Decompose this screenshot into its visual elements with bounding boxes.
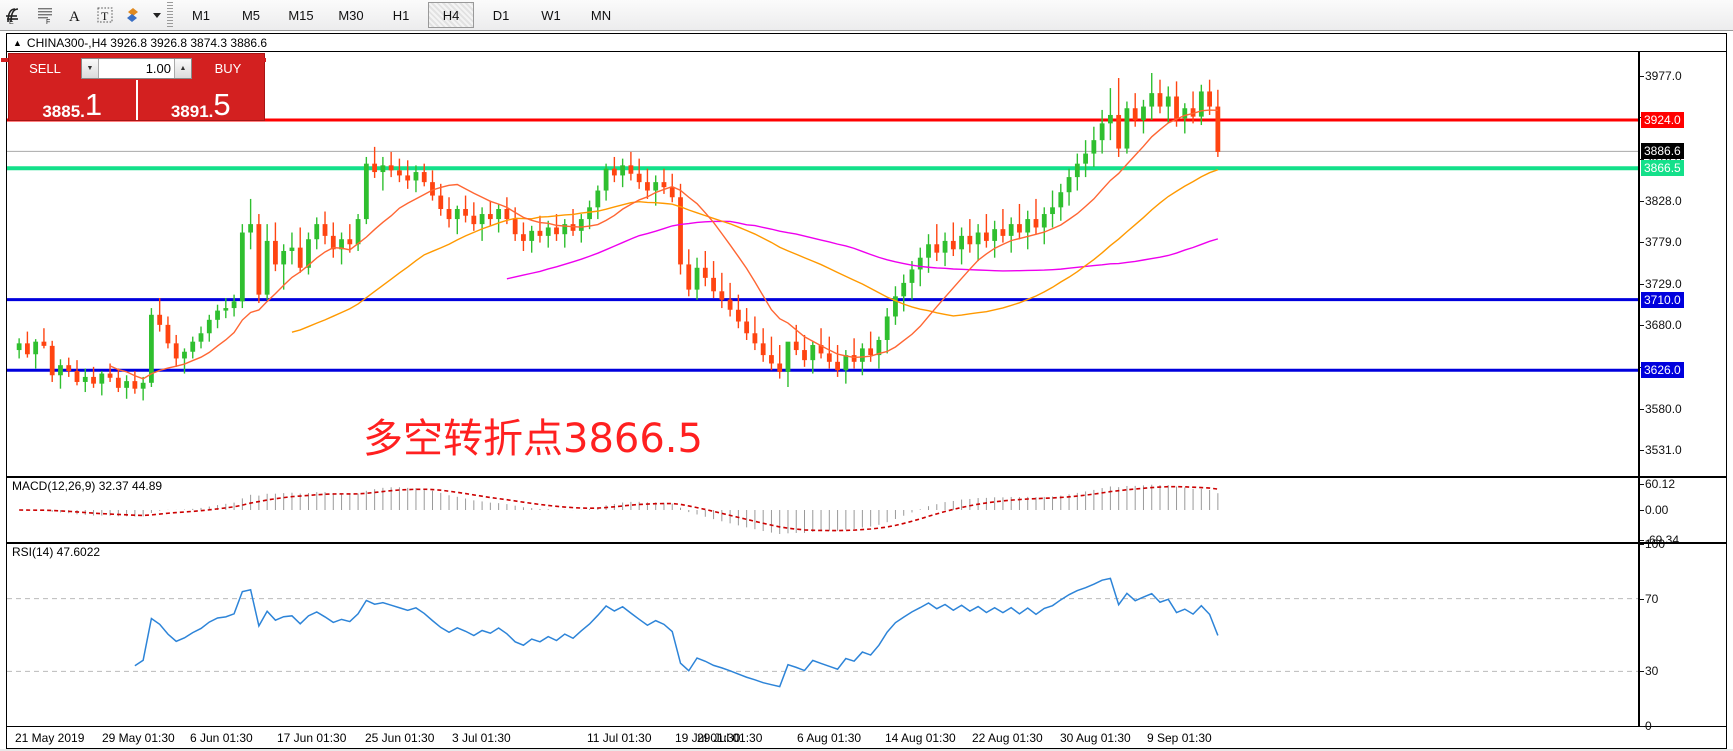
toolbar-grip[interactable]	[167, 2, 173, 28]
price-tick: 3779.0	[1640, 234, 1682, 249]
sell-price-dot: .	[80, 102, 85, 121]
svg-text:T: T	[101, 9, 109, 23]
volume-up-icon[interactable]: ▲	[174, 59, 191, 78]
rsi-tick: 30	[1639, 664, 1659, 679]
price-scale[interactable]: 3977.03928.03878.03828.03779.03729.03680…	[1638, 52, 1726, 733]
macd-pane[interactable]: MACD(12,26,9) 32.37 44.89	[7, 478, 1726, 542]
price-tick: 3531.0	[1640, 442, 1682, 457]
rsi-tick: 70	[1639, 591, 1659, 606]
time-label: 29 Jul 01:30	[697, 731, 763, 745]
rsi-plot	[7, 577, 1638, 688]
buy-price-cell[interactable]: 3891.5	[135, 80, 265, 122]
trade-tick-right	[259, 58, 266, 62]
volume-value[interactable]: 1.00	[145, 61, 171, 76]
price-tag-red: 3924.0	[1641, 112, 1684, 128]
pane-divider-1	[7, 476, 1726, 478]
macd-plot	[19, 484, 1219, 534]
price-tag-black: 3886.6	[1641, 143, 1684, 160]
time-label: 21 May 2019	[15, 731, 85, 745]
time-label: 6 Jun 01:30	[190, 731, 253, 745]
collapse-arrow-icon[interactable]: ▲	[13, 37, 22, 48]
indicators-icon[interactable]: E	[0, 2, 30, 28]
price-tick: 3680.0	[1640, 317, 1682, 332]
buy-price-integer: 3891	[170, 102, 209, 121]
pane-divider-2	[7, 542, 1726, 544]
timeframe-group: M1 M5 M15 M30 H1 H4 D1 W1 MN	[176, 2, 626, 28]
timeframe-mn[interactable]: MN	[590, 7, 612, 23]
time-label: 25 Jun 01:30	[365, 731, 435, 745]
time-label: 22 Aug 01:30	[972, 731, 1043, 745]
timeframe-h4[interactable]: H4	[428, 2, 474, 28]
rsi-tick: 100	[1639, 537, 1666, 551]
macd-tick: 60.12	[1639, 477, 1676, 492]
timeframe-m5[interactable]: M5	[241, 7, 261, 23]
sell-price-cell[interactable]: 3885.1	[9, 80, 136, 120]
sell-price-decimal: 1	[84, 87, 103, 122]
sell-button[interactable]: SELL	[12, 58, 78, 79]
timeframe-d1[interactable]: D1	[492, 7, 510, 23]
buy-price-decimal: 5	[213, 87, 231, 122]
chart-annotation: 多空转折点3866.5	[363, 416, 703, 462]
price-pane[interactable]: 多空转折点3866.5	[7, 52, 1726, 476]
time-label: 17 Jun 01:30	[277, 731, 347, 745]
svg-text:E: E	[9, 19, 14, 25]
price-tag-green: 3866.5	[1641, 160, 1684, 177]
svg-text:F: F	[46, 19, 50, 25]
status-bar	[0, 749, 1733, 751]
timeframe-m1[interactable]: M1	[191, 7, 211, 23]
volume-stepper[interactable]: ▼ 1.00 ▲	[81, 58, 192, 79]
time-label: 14 Aug 01:30	[885, 731, 956, 745]
timeframe-h1[interactable]: H1	[392, 7, 410, 23]
time-label: 29 May 01:30	[102, 731, 175, 745]
time-label: 19 Jul 01:30	[675, 731, 741, 745]
rsi-tick: 0	[1640, 719, 1652, 733]
chart-area[interactable]: 多空转折点3866.5 MACD(12,26,9) 32.37 44.89 RS…	[6, 51, 1727, 733]
price-tick: 3729.0	[1640, 276, 1682, 291]
price-tick: 3828.0	[1640, 193, 1682, 208]
timeframe-m15[interactable]: M15	[288, 7, 314, 23]
timeframe-m30[interactable]: M30	[338, 7, 364, 23]
svg-text:A: A	[69, 9, 80, 25]
price-plot	[7, 72, 1638, 401]
time-label: 11 Jul 01:30	[587, 731, 652, 745]
price-tick: 3580.0	[1640, 401, 1682, 416]
text-tool-icon[interactable]: A	[60, 2, 90, 28]
trade-prices: 3885.1 3891.5	[9, 80, 264, 120]
timeframe-w1[interactable]: W1	[541, 7, 561, 23]
price-tag-blue: 3626.0	[1641, 362, 1684, 379]
text-label-icon[interactable]: T	[90, 2, 120, 28]
time-label: 30 Aug 01:30	[1060, 731, 1131, 745]
rsi-label: RSI(14) 47.6022	[12, 545, 101, 559]
objects-icon[interactable]	[120, 2, 150, 28]
sell-price-integer: 3885	[42, 102, 81, 121]
time-label: 9 Sep 01:30	[1147, 731, 1212, 745]
price-tick: 3977.0	[1640, 68, 1682, 83]
macd-label: MACD(12,26,9) 32.37 44.89	[12, 479, 163, 493]
trade-controls: SELL ▼ 1.00 ▲ BUY	[9, 54, 264, 80]
buy-button[interactable]: BUY	[195, 58, 261, 79]
trade-tick-left	[1, 58, 8, 62]
templates-icon[interactable]: F	[30, 2, 60, 28]
macd-tick: 0.00	[1639, 503, 1669, 517]
one-click-trading-panel[interactable]: SELL ▼ 1.00 ▲ BUY 3885.1 3891.5	[8, 53, 265, 121]
rsi-pane[interactable]: RSI(14) 47.6022	[7, 544, 1726, 726]
buy-price-dot: .	[208, 102, 214, 121]
time-label: 6 Aug 01:30	[797, 731, 862, 745]
objects-dropdown-caret-icon[interactable]	[150, 2, 164, 28]
symbol-quote-bar: ▲ CHINA300-,H4 3926.8 3926.8 3874.3 3886…	[6, 33, 1727, 51]
price-tag-blue: 3710.0	[1641, 291, 1684, 308]
volume-down-icon[interactable]: ▼	[82, 59, 99, 78]
time-label: 3 Jul 01:30	[452, 731, 511, 745]
quote-bar-text: CHINA300-,H4 3926.8 3926.8 3874.3 3886.6	[26, 35, 268, 50]
toolbar: E F A T M1 M5 M15 M30 H	[0, 0, 1733, 31]
time-scale[interactable]: 21 May 2019 29 May 01:30 6 Jun 01:30 17 Jun…	[6, 727, 1727, 749]
